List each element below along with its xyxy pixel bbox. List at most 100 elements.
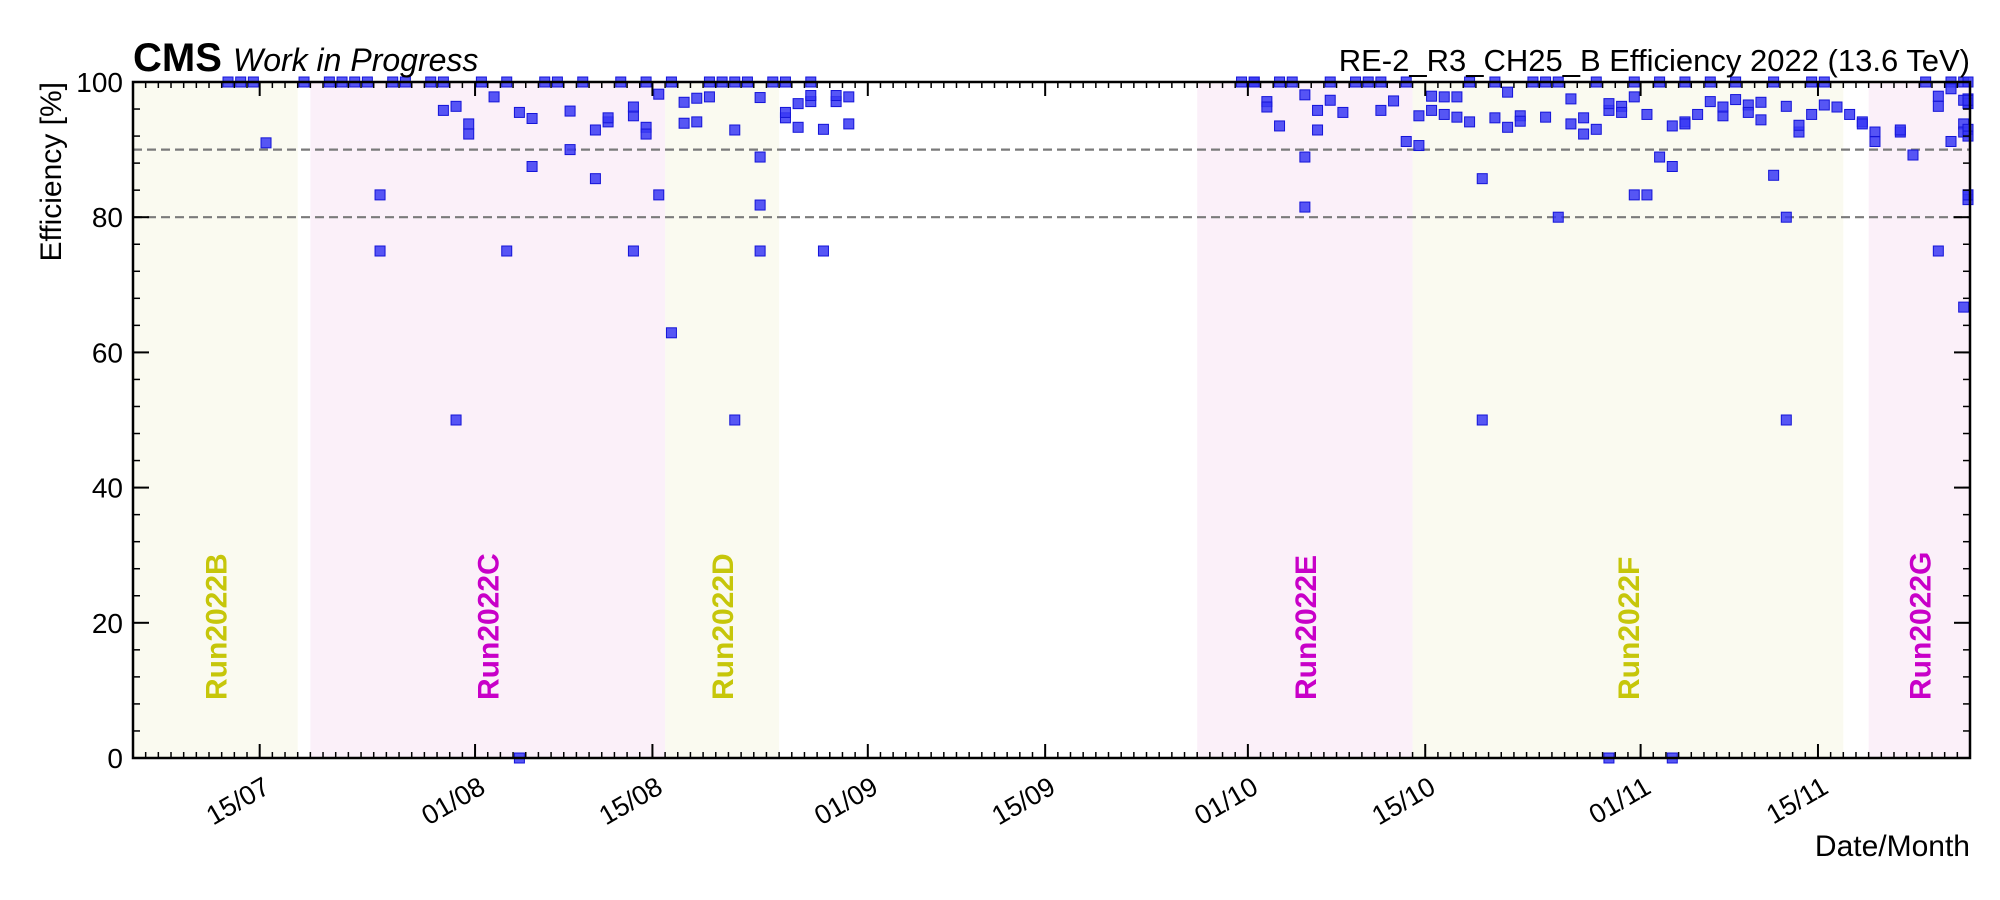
data-point [1476,414,1488,426]
data-point [1565,93,1577,105]
data-point [1755,96,1767,108]
x-tick-label: 01/11 [1584,771,1656,830]
data-point [1856,118,1868,130]
data-point [640,128,652,140]
data-point [1945,135,1957,147]
data-point [830,90,842,102]
run-band [665,82,780,758]
run-label: Run2022C [473,553,506,700]
run-label: Run2022F [1613,557,1646,700]
data-point [1451,111,1463,123]
data-point [1844,108,1856,120]
data-point [589,124,601,136]
data-point [1780,100,1792,112]
data-point [627,101,639,113]
data-point [1578,112,1590,124]
data-point [374,245,386,257]
data-point [374,189,386,201]
data-point [1692,108,1704,120]
data-point [1426,104,1438,116]
data-point [1616,106,1628,118]
data-point [589,173,601,185]
data-point [1818,99,1830,111]
reference-lines [133,148,1970,219]
data-point [1514,115,1526,127]
data-point [754,151,766,163]
data-point [1768,169,1780,181]
data-point [1464,116,1476,128]
run-band [1197,82,1413,758]
data-point [1869,135,1881,147]
data-point [1641,108,1653,120]
data-point [754,92,766,104]
data-point [805,90,817,102]
data-point [1261,101,1273,113]
data-point [1962,189,1974,201]
data-point [1413,110,1425,122]
data-point [1654,151,1666,163]
data-point [1932,245,1944,257]
data-point [1413,140,1425,152]
data-point [1932,90,1944,102]
data-point [1324,94,1336,106]
y-tick-label: 20 [92,608,123,639]
data-point [564,144,576,156]
data-point [1962,94,1974,106]
data-point [488,91,500,103]
y-axis: 0 20 40 60 80 100 [76,67,1970,774]
x-tick-label: 01/10 [1189,771,1263,831]
data-point [1603,98,1615,110]
data-point [1312,124,1324,136]
y-tick-label: 60 [92,337,123,368]
data-point [1793,119,1805,131]
data-point [1388,95,1400,107]
data-point [1540,111,1552,123]
data-point [1438,91,1450,103]
data-point [1932,100,1944,112]
data-point [1451,91,1463,103]
data-point [1552,211,1564,223]
y-tick-label: 100 [76,67,123,98]
run-band [310,82,666,758]
data-point [754,199,766,211]
data-point [729,124,741,136]
data-point [703,91,715,103]
data-point [665,327,677,339]
data-point [1730,94,1742,106]
data-point [1502,121,1514,133]
data-point [437,104,449,116]
data-point [729,414,741,426]
data-point [1742,106,1754,118]
data-point [1780,414,1792,426]
data-point [1476,173,1488,185]
run-period-labels: Run2022B Run2022C Run2022D Run2022E Run2022F… [200,552,1937,700]
run-period-bands [133,82,1970,758]
y-axis-label: Efficiency [%] [35,82,68,262]
data-point [1869,126,1881,138]
data-point [450,100,462,112]
data-point [450,414,462,426]
run-label: Run2022E [1290,555,1323,700]
data-point [1337,106,1349,118]
x-tick-label: 15/11 [1761,771,1833,830]
data-point [754,245,766,257]
data-point [1489,112,1501,124]
data-point [817,123,829,135]
data-point [1945,83,1957,95]
data-point [513,106,525,118]
run-band [133,82,298,758]
x-tick-label: 15/09 [987,771,1061,831]
data-point [792,98,804,110]
data-point [463,128,475,140]
data-point [779,106,791,118]
data-point [1628,189,1640,201]
data-point [1628,91,1640,103]
run-label: Run2022B [200,553,233,700]
data-point [1400,135,1412,147]
data-point [1299,201,1311,213]
data-point [1806,108,1818,120]
run-label: Run2022G [1904,552,1937,700]
data-point [1894,124,1906,136]
data-point [678,117,690,129]
